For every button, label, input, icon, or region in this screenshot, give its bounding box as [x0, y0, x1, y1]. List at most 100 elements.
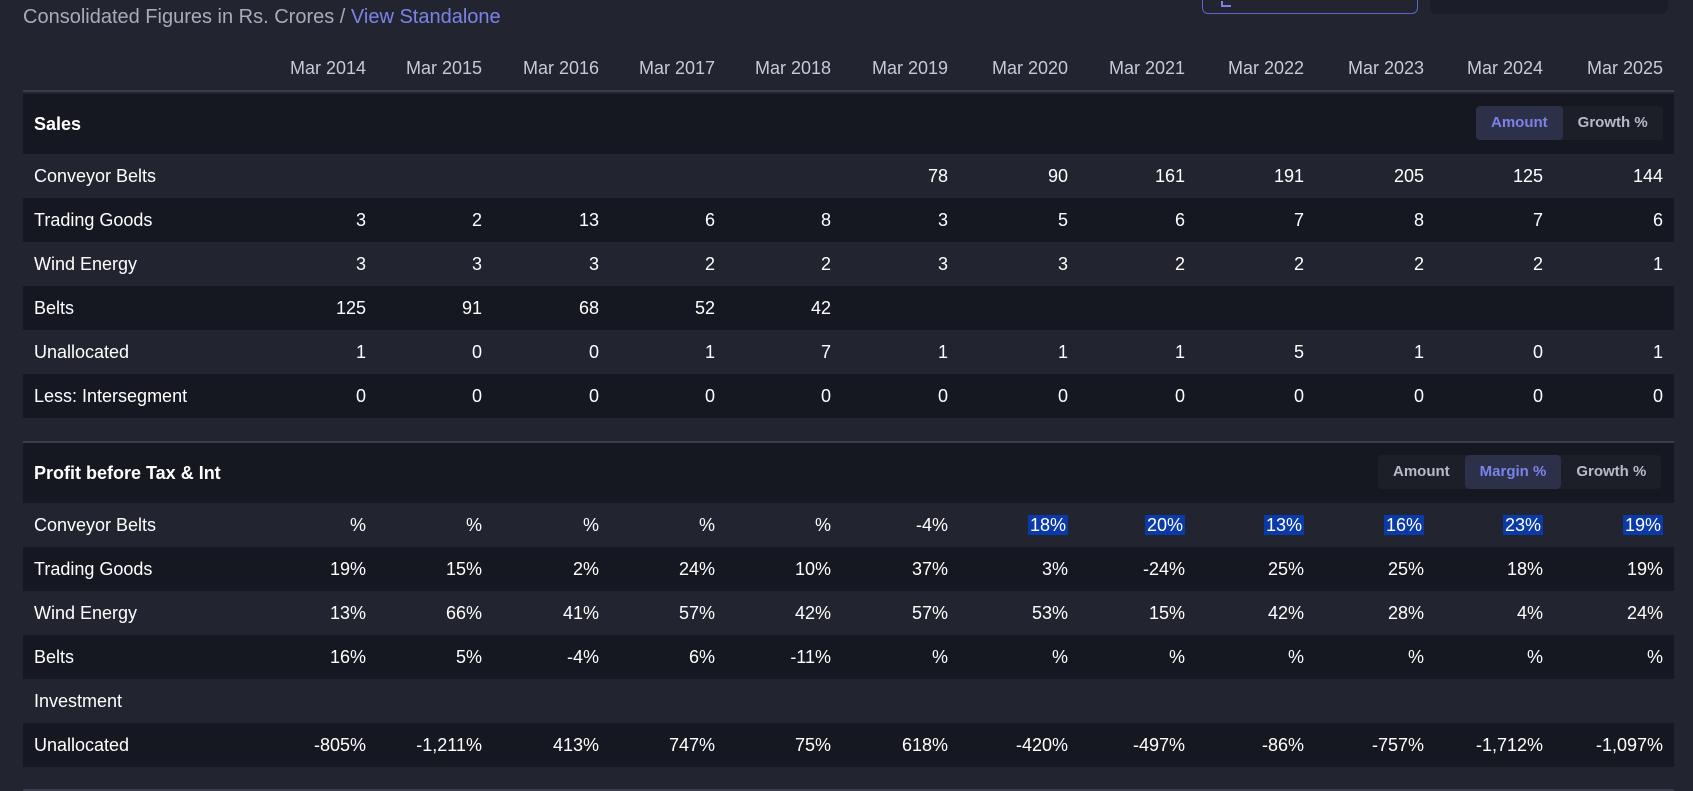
- table-cell: 68: [578, 298, 599, 318]
- table-cell: 0: [471, 386, 482, 406]
- profit-toggle-growth[interactable]: Growth %: [1576, 463, 1647, 480]
- table-row: Trading Goods 19% 15% 2% 24% 10% 37% 3% -24% 25% 2…: [23, 547, 1674, 591]
- highlighted-value: 16%: [1383, 515, 1424, 535]
- table-cell: 78: [927, 166, 948, 186]
- table-cell: %: [1287, 647, 1304, 667]
- table-cell: 0: [937, 386, 948, 406]
- table-cell: 191: [1273, 166, 1304, 186]
- table-cell: 0: [704, 386, 715, 406]
- row-label: Belts: [34, 647, 75, 667]
- table-cell: -420%: [1015, 735, 1068, 755]
- highlighted-value: 18%: [1027, 515, 1068, 535]
- table-cell: 53%: [1031, 603, 1068, 623]
- options-button[interactable]: [1430, 0, 1668, 14]
- table-cell: 28%: [1387, 603, 1424, 623]
- table-cell: 747%: [668, 735, 715, 755]
- table-cell: -805%: [313, 735, 366, 755]
- table-cell: 16%: [329, 647, 366, 667]
- table-row: Conveyor Belts 78 90 161 191 205 125 144: [23, 154, 1674, 198]
- table-cell: %: [1526, 647, 1543, 667]
- table-cell: -4%: [915, 515, 948, 535]
- table-cell: 3: [355, 210, 366, 230]
- table-cell: %: [465, 515, 482, 535]
- table-cell: %: [1168, 647, 1185, 667]
- table-cell: 13%: [1187, 515, 1304, 536]
- table-cell: 5: [1293, 342, 1304, 362]
- table-cell: -24%: [1142, 559, 1185, 579]
- table-cell: 10%: [794, 559, 831, 579]
- table-row: Belts 125 91 68 52 42: [23, 286, 1674, 330]
- row-label: Unallocated: [34, 735, 130, 755]
- bottom-divider: [23, 789, 1674, 791]
- row-label: Unallocated: [34, 342, 130, 362]
- table-cell: 2: [820, 254, 831, 274]
- table-cell: 52: [694, 298, 715, 318]
- table-cell: 1: [937, 342, 948, 362]
- row-label: Trading Goods: [34, 210, 153, 230]
- export-button[interactable]: [1202, 0, 1418, 14]
- table-row: Investment: [23, 679, 1674, 723]
- table-cell: 3: [355, 254, 366, 274]
- table-cell: 7: [1532, 210, 1543, 230]
- sales-toggle-amount[interactable]: Amount: [1476, 106, 1563, 140]
- view-standalone-link[interactable]: View Standalone: [350, 6, 501, 28]
- table-cell: 1: [1057, 342, 1068, 362]
- row-label: Conveyor Belts: [34, 166, 157, 186]
- row-label: Conveyor Belts: [34, 515, 157, 535]
- table-cell: %: [1407, 647, 1424, 667]
- year-header-cell: Mar 2023: [1347, 58, 1424, 78]
- year-header-cell: Mar 2024: [1466, 58, 1543, 78]
- table-cell: %: [698, 515, 715, 535]
- table-cell: 37%: [911, 559, 948, 579]
- highlighted-value: 20%: [1144, 515, 1185, 535]
- row-label: Investment: [34, 691, 123, 711]
- year-header-cell: Mar 2019: [871, 58, 948, 78]
- sales-toggle-growth[interactable]: Growth %: [1577, 114, 1648, 131]
- download-icon: [1221, 1, 1231, 7]
- table-cell: 6%: [688, 647, 715, 667]
- table-cell: 19%: [1546, 515, 1663, 536]
- table-row: Conveyor Belts%%%%% -4% 18% 20% 13% 16% 23% 19%: [23, 503, 1674, 547]
- table-cell: 15%: [1148, 603, 1185, 623]
- table-cell: 18%: [951, 515, 1068, 536]
- table-cell: -4%: [566, 647, 599, 667]
- table-cell: 2: [1293, 254, 1304, 274]
- table-cell: 413%: [552, 735, 599, 755]
- year-header-cell: Mar 2014: [289, 58, 366, 78]
- profit-section-header: Profit before Tax & Int Amount Margin % Gr…: [23, 443, 1674, 503]
- profit-view-toggle: Amount Margin % Growth %: [1378, 455, 1662, 489]
- table-cell: %: [1051, 647, 1068, 667]
- profit-toggle-amount[interactable]: Amount: [1393, 463, 1450, 480]
- table-cell: 20%: [1068, 515, 1185, 536]
- table-cell: 0: [471, 342, 482, 362]
- table-cell: 57%: [911, 603, 948, 623]
- table-cell: 0: [1652, 386, 1663, 406]
- table-cell: 618%: [901, 735, 948, 755]
- highlighted-value: 19%: [1622, 515, 1663, 535]
- table-cell: -1,211%: [416, 735, 482, 755]
- table-cell: 3: [937, 254, 948, 274]
- table-cell: 75%: [794, 735, 831, 755]
- table-cell: 0: [820, 386, 831, 406]
- row-label: Wind Energy: [34, 254, 138, 274]
- table-cell: %: [582, 515, 599, 535]
- section-divider: [23, 441, 1674, 443]
- table-cell: 5%: [455, 647, 482, 667]
- profit-toggle-margin[interactable]: Margin %: [1464, 455, 1562, 489]
- table-row: Less: Intersegment 0 0 0 0 0 0 0 0 0 0 0 0: [23, 374, 1674, 418]
- sales-section-header: Sales Amount Growth %: [23, 94, 1674, 154]
- table-cell: 8: [1413, 210, 1424, 230]
- table-cell: 42%: [1267, 603, 1304, 623]
- table-cell: 6: [1652, 210, 1663, 230]
- table-cell: %: [1646, 647, 1663, 667]
- table-cell: 1: [1652, 342, 1663, 362]
- table-cell: 2: [1174, 254, 1185, 274]
- table-cell: 23%: [1426, 515, 1543, 536]
- table-cell: -11%: [790, 647, 831, 667]
- table-cell: 7: [1293, 210, 1304, 230]
- table-cell: 13%: [329, 603, 366, 623]
- table-cell: 0: [1413, 386, 1424, 406]
- table-cell: 3: [588, 254, 599, 274]
- table-cell: 3: [471, 254, 482, 274]
